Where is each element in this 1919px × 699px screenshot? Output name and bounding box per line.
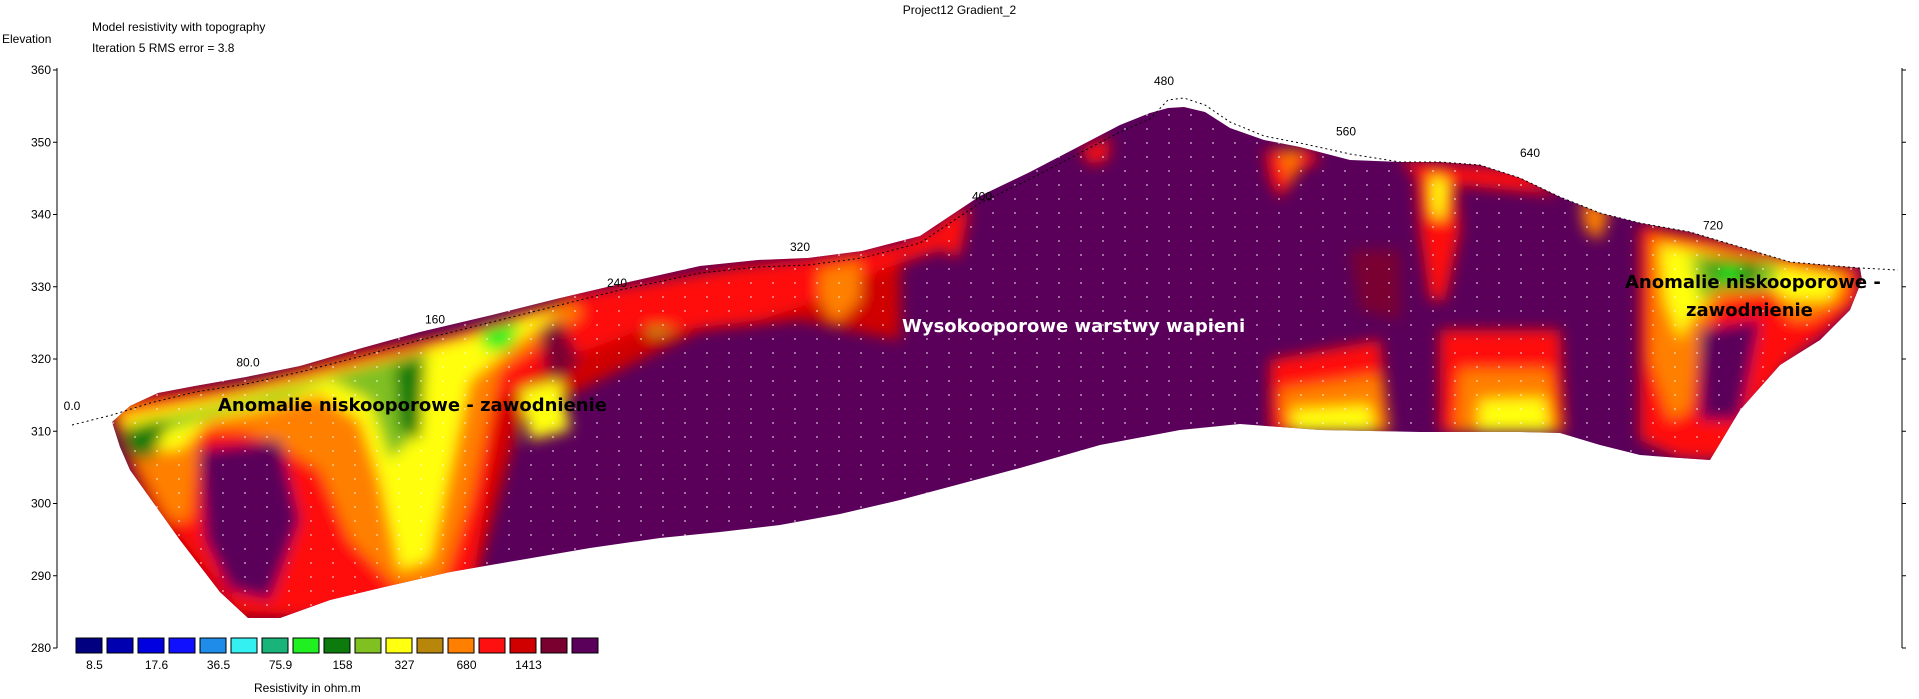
x-tick-label: 720: [1703, 218, 1723, 232]
legend-title: Resistivity in ohm.m: [254, 681, 361, 695]
legend-swatch: [261, 637, 289, 654]
y-axis: 360 350 340 330 320 310 300 290 280: [31, 63, 1906, 655]
legend-label: 1413: [515, 658, 542, 672]
annotation-right-low-resistivity-line2: zawodnienie: [1686, 300, 1813, 321]
x-tick-label: 160: [425, 312, 445, 326]
legend-swatch: [385, 637, 413, 654]
legend-swatch: [540, 637, 568, 654]
x-tick-label: 400: [972, 190, 992, 204]
x-tick-label: 80.0: [236, 356, 260, 370]
x-tick-label: 640: [1520, 146, 1540, 160]
legend-swatch: [478, 637, 506, 654]
chart-subtitle-model: Model resistivity with topography: [92, 20, 266, 34]
x-tick-label: 240: [607, 276, 627, 290]
legend-label: 680: [456, 658, 476, 672]
legend-label: 75.9: [269, 658, 293, 672]
legend-swatch: [447, 637, 475, 654]
legend-label: 8.5: [86, 658, 103, 672]
annotation-left-low-resistivity: Anomalie niskooporowe - zawodnienie: [218, 395, 607, 416]
y-tick-label: 330: [31, 280, 51, 294]
y-tick-label: 290: [31, 569, 51, 583]
color-legend: 8.5 17.6 36.5 75.9 158 327 680 1413: [75, 637, 599, 672]
y-tick-label: 340: [31, 208, 51, 222]
chart-title: Project12 Gradient_2: [902, 3, 1017, 17]
x-axis-labels: 0.0 80.0 160 240 320 400 480 560 640 720: [64, 74, 1724, 413]
legend-label: 158: [332, 658, 352, 672]
legend-swatch: [354, 637, 382, 654]
legend-swatch: [230, 637, 258, 654]
legend-swatch: [75, 637, 103, 654]
legend-swatch: [106, 637, 134, 654]
y-tick-label: 310: [31, 424, 51, 438]
legend-swatch: [416, 637, 444, 654]
legend-swatch: [571, 637, 599, 654]
legend-swatch: [323, 637, 351, 654]
x-tick-label: 320: [790, 240, 810, 254]
annotation-high-resistivity-limestone: Wysokooporowe warstwy wapieni: [902, 316, 1245, 337]
x-tick-label: 480: [1154, 74, 1174, 88]
legend-swatch: [137, 637, 165, 654]
legend-label: 17.6: [145, 658, 169, 672]
legend-swatch: [509, 637, 537, 654]
chart-subtitle-iteration: Iteration 5 RMS error = 3.8: [92, 41, 235, 55]
legend-label: 36.5: [207, 658, 231, 672]
legend-swatch: [168, 637, 196, 654]
y-tick-label: 320: [31, 352, 51, 366]
resistivity-model-body: [112, 107, 1862, 618]
y-tick-label: 280: [31, 641, 51, 655]
y-tick-label: 360: [31, 63, 51, 77]
y-tick-label: 350: [31, 135, 51, 149]
legend-label: 327: [394, 658, 414, 672]
x-tick-label: 0.0: [64, 399, 81, 413]
annotation-right-low-resistivity-line1: Anomalie niskooporowe -: [1625, 272, 1881, 293]
x-tick-label: 560: [1336, 124, 1356, 138]
legend-swatch: [199, 637, 227, 654]
legend-swatch: [292, 637, 320, 654]
y-tick-label: 300: [31, 497, 51, 511]
y-axis-label: Elevation: [2, 32, 52, 46]
